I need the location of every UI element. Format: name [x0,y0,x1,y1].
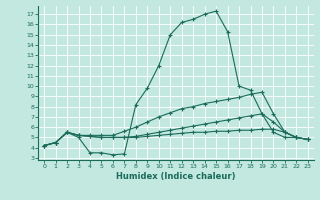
X-axis label: Humidex (Indice chaleur): Humidex (Indice chaleur) [116,172,236,181]
